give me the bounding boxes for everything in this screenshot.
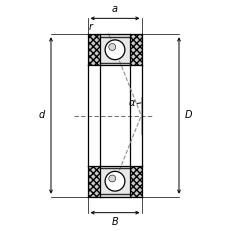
Bar <box>100 34 129 65</box>
Circle shape <box>108 44 115 50</box>
Circle shape <box>105 40 124 60</box>
Text: a: a <box>112 4 117 14</box>
Bar <box>129 166 142 197</box>
Bar <box>87 166 100 197</box>
Bar <box>87 34 100 65</box>
Text: d: d <box>39 110 45 121</box>
Text: D: D <box>184 110 191 121</box>
Text: r: r <box>88 22 92 32</box>
Circle shape <box>108 175 115 182</box>
Text: α: α <box>128 98 135 108</box>
Text: B: B <box>111 217 118 227</box>
Bar <box>129 34 142 65</box>
Circle shape <box>105 171 124 191</box>
Bar <box>100 166 129 197</box>
